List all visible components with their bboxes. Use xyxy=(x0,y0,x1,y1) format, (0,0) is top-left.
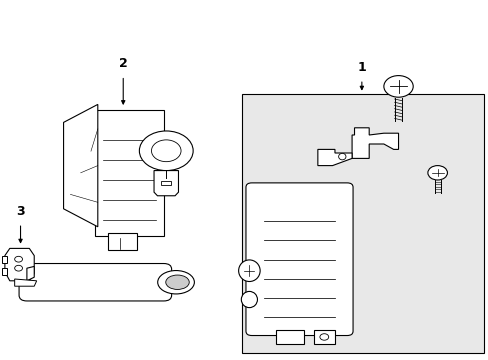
Circle shape xyxy=(151,140,181,162)
Polygon shape xyxy=(15,279,37,286)
FancyBboxPatch shape xyxy=(245,183,352,336)
Ellipse shape xyxy=(319,334,328,340)
Bar xyxy=(275,330,304,344)
FancyBboxPatch shape xyxy=(95,110,163,236)
Text: 2: 2 xyxy=(119,57,127,70)
Circle shape xyxy=(383,76,412,97)
Bar xyxy=(161,181,171,185)
Circle shape xyxy=(139,131,193,171)
Polygon shape xyxy=(27,266,34,281)
Polygon shape xyxy=(63,104,98,227)
FancyBboxPatch shape xyxy=(19,264,171,301)
Ellipse shape xyxy=(165,275,189,289)
Bar xyxy=(107,233,137,250)
Ellipse shape xyxy=(15,256,22,262)
Text: 3: 3 xyxy=(16,205,25,218)
Text: 1: 1 xyxy=(357,61,366,74)
Polygon shape xyxy=(2,256,7,263)
Ellipse shape xyxy=(241,292,257,307)
Ellipse shape xyxy=(338,153,346,160)
Bar xyxy=(313,330,334,344)
Polygon shape xyxy=(2,268,7,275)
Polygon shape xyxy=(154,171,178,196)
Polygon shape xyxy=(317,149,351,166)
Polygon shape xyxy=(5,248,34,281)
Ellipse shape xyxy=(15,265,22,271)
Ellipse shape xyxy=(157,271,194,294)
Ellipse shape xyxy=(238,260,260,282)
Polygon shape xyxy=(351,128,398,158)
Bar xyxy=(242,94,483,353)
Circle shape xyxy=(427,166,447,180)
